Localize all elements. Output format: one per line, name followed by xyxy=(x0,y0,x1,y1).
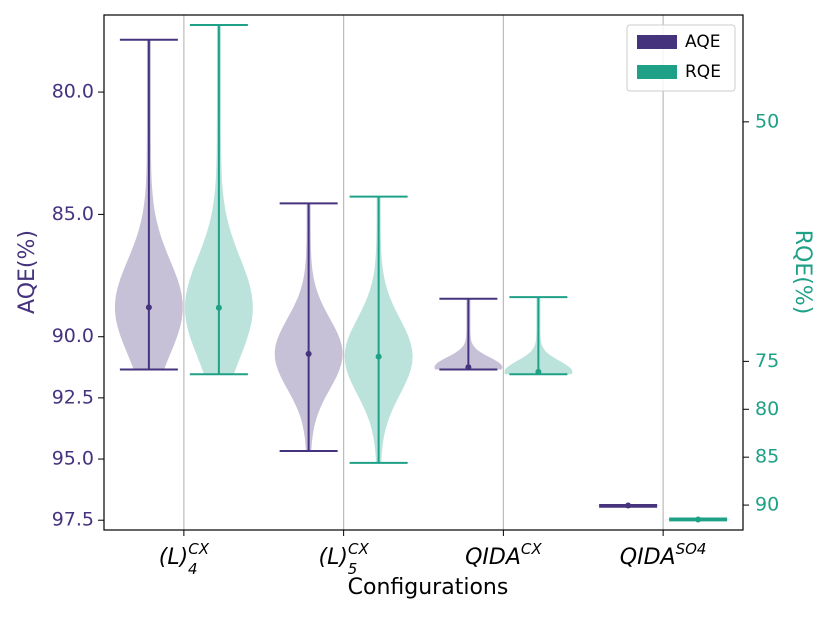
legend-swatch xyxy=(637,35,677,49)
category-base: QIDA xyxy=(465,545,521,570)
violin-median xyxy=(535,368,542,375)
category-base: (L) xyxy=(159,545,188,570)
legend-label: AQE xyxy=(685,32,720,52)
y2-tick-label: 50 xyxy=(755,110,779,132)
x-tick-label: QIDASO4 xyxy=(620,540,707,571)
y-tick-label: 95.0 xyxy=(52,448,94,470)
category-sup: CX xyxy=(348,540,369,558)
y-axis-label: AQE(%) xyxy=(15,230,40,314)
category-sup: CX xyxy=(188,540,209,558)
x-axis-label: Configurations xyxy=(348,575,509,600)
y2-tick-label: 80 xyxy=(755,398,779,420)
category-sub: 5 xyxy=(348,560,358,578)
violin-median xyxy=(625,502,632,509)
y2-tick-label: 90 xyxy=(755,494,779,516)
y-tick-label: 90.0 xyxy=(52,325,94,347)
category-sup: SO4 xyxy=(676,540,707,558)
y-tick-label: 85.0 xyxy=(52,203,94,225)
y2-axis-label: RQE(%) xyxy=(790,230,815,315)
plot-frame xyxy=(103,14,744,531)
violin-median xyxy=(215,304,222,311)
violin-median xyxy=(305,350,312,357)
violin-median xyxy=(695,516,702,523)
violin-median xyxy=(465,364,472,371)
y2-tick-label: 85 xyxy=(755,446,779,468)
violin-median xyxy=(145,304,152,311)
category-sup: CX xyxy=(521,540,542,558)
violin-median xyxy=(375,353,382,360)
x-tick-label: (L)CX 4 xyxy=(159,540,210,578)
y-tick-label: 92.5 xyxy=(52,386,94,408)
category-base: (L) xyxy=(319,545,348,570)
category-sub: 4 xyxy=(188,560,198,578)
legend-swatch xyxy=(637,65,677,79)
y-tick-label: 80.0 xyxy=(52,81,94,103)
x-tick-label: QIDACX xyxy=(465,540,542,571)
y-tick-label: 97.5 xyxy=(52,509,94,531)
legend-label: RQE xyxy=(685,62,721,82)
y2-tick-label: 75 xyxy=(755,350,779,372)
x-tick-label: (L)CX 5 xyxy=(319,540,370,578)
category-base: QIDA xyxy=(620,545,676,570)
